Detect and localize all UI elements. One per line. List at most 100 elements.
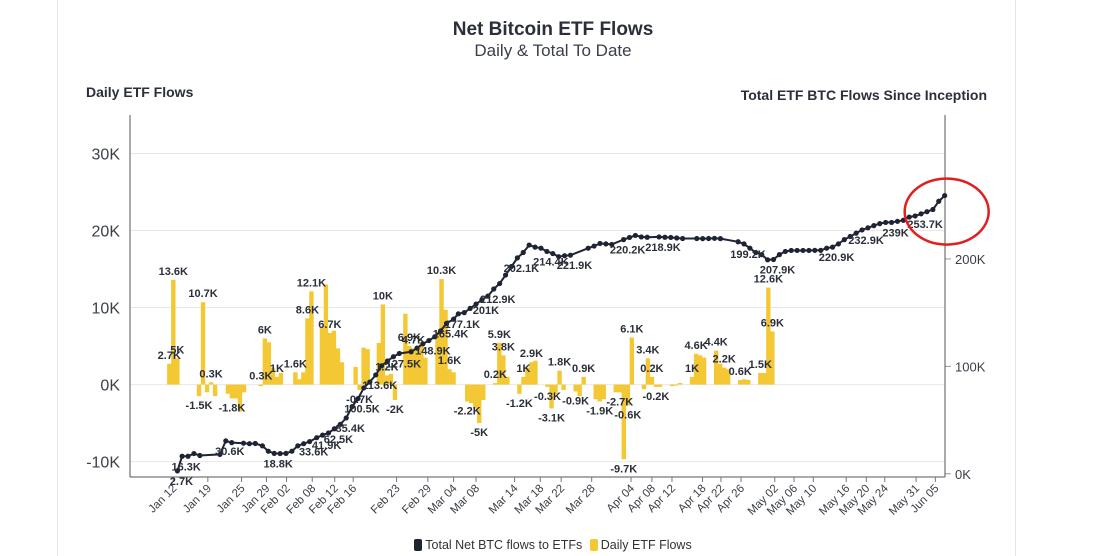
bar-data-label: 6K: [258, 324, 272, 336]
daily-flow-bar: [353, 366, 358, 385]
total-flow-point: [314, 435, 320, 441]
daily-flow-bar: [447, 369, 452, 385]
total-flow-point: [265, 448, 271, 454]
line-data-label: 214.4K: [533, 256, 569, 268]
daily-flow-bar: [613, 384, 618, 393]
total-flow-point: [301, 441, 307, 447]
total-flow-point: [467, 305, 473, 311]
total-flow-point: [497, 280, 503, 287]
total-flow-point: [942, 192, 948, 199]
line-data-label: 148.9K: [415, 346, 451, 358]
daily-flow-bar: [573, 384, 578, 392]
bar-data-label: 8.6K: [296, 304, 319, 316]
total-flow-point: [349, 404, 355, 410]
bar-data-label: 2.9K: [520, 348, 543, 360]
daily-flow-bar: [465, 384, 470, 402]
total-flow-point: [638, 234, 644, 240]
total-flow-point: [438, 328, 444, 334]
daily-flow-bar: [403, 313, 408, 385]
legend-swatch-daily: [589, 539, 598, 551]
total-flow-point: [626, 234, 633, 241]
daily-flow-bar: [758, 373, 763, 385]
daily-flow-bar: [233, 384, 239, 399]
daily-flow-bar: [237, 384, 243, 412]
bar-data-label: -5K: [470, 427, 488, 439]
total-flow-point: [217, 451, 223, 458]
total-flow-point: [179, 453, 185, 459]
legend: Total Net BTC flows to ETFs Daily ETF Fl…: [0, 538, 1106, 554]
daily-flow-bar: [477, 384, 482, 424]
daily-flow-bar: [577, 384, 582, 397]
daily-flow-bar: [384, 375, 390, 385]
right-tick-label: 100K: [955, 359, 986, 374]
left-tick-label: 20K: [92, 224, 121, 241]
daily-flow-bar: [762, 373, 767, 385]
bar-data-label: 6.1K: [620, 324, 643, 336]
daily-flow-bar: [204, 384, 210, 393]
daily-flow-bar: [617, 384, 622, 393]
total-flow-point: [246, 441, 253, 447]
total-flow-point: [396, 350, 402, 357]
total-flow-point: [782, 248, 788, 255]
daily-flow-bar: [380, 304, 386, 385]
total-flow-point: [936, 198, 942, 204]
daily-flow-bar: [171, 279, 176, 385]
frame-left-line: [57, 0, 58, 556]
total-flow-point: [700, 236, 706, 242]
total-flow-point: [806, 247, 812, 254]
daily-flow-bar: [493, 383, 498, 385]
total-flow-point: [174, 468, 181, 474]
left-tick-label: 0K: [100, 378, 120, 395]
bar-data-label: 1.5K: [749, 359, 772, 371]
total-flow-point: [223, 438, 229, 444]
bar-data-label: -1.8K: [218, 402, 245, 414]
daily-flow-bar: [641, 384, 647, 390]
daily-flow-bar: [451, 372, 456, 385]
total-flow-point: [753, 249, 759, 256]
line-data-label: 232.9K: [848, 235, 884, 247]
daily-flow-bar: [200, 302, 206, 385]
daily-flow-bar: [725, 369, 731, 385]
bar-data-label: 0.2K: [484, 369, 507, 381]
total-flow-point: [526, 242, 532, 248]
bar-data-label: 1.6K: [284, 358, 307, 370]
bar-data-label: -0.9K: [562, 396, 589, 408]
total-flow-point: [853, 230, 859, 236]
total-flow-point: [491, 286, 497, 292]
daily-flow-bar: [229, 384, 235, 399]
daily-flow-bar: [335, 348, 341, 385]
line-data-label: 202.1K: [504, 263, 540, 275]
bar-data-label: 2.7K: [158, 350, 181, 362]
daily-flow-bar: [497, 342, 502, 385]
daily-flow-bar: [301, 372, 306, 385]
daily-flow-bar: [469, 384, 474, 404]
bar-data-label: 0.9K: [572, 363, 595, 375]
bar-data-label: 5K: [170, 344, 184, 356]
total-flow-point: [735, 239, 741, 245]
total-flow-line: [176, 194, 946, 472]
total-flow-point: [759, 252, 765, 258]
total-flow-point: [747, 245, 753, 251]
bar-data-label: -1.5K: [186, 400, 213, 412]
total-flow-point: [390, 354, 397, 360]
legend-item-daily[interactable]: Daily ETF Flows: [589, 538, 692, 552]
bar-data-label: 6.9K: [761, 317, 784, 329]
total-flow-point: [320, 432, 326, 438]
daily-flow-bar: [481, 384, 486, 400]
total-flow-point: [443, 320, 450, 326]
daily-flow-bar: [262, 338, 268, 385]
daily-flow-bar: [697, 355, 703, 385]
legend-item-total[interactable]: Total Net BTC flows to ETFs: [414, 538, 582, 552]
daily-flow-bar: [517, 384, 522, 394]
legend-swatch-total: [414, 539, 423, 551]
total-flow-point: [918, 211, 924, 217]
bar-data-label: 10.3K: [427, 265, 456, 277]
total-flow-point: [835, 241, 842, 247]
total-flow-point: [191, 450, 197, 457]
total-flow-point: [361, 385, 367, 391]
line-data-label: 207.9K: [760, 264, 796, 276]
total-flow-point: [567, 252, 574, 258]
legend-label-daily: Daily ETF Flows: [600, 538, 692, 552]
daily-flow-bar: [625, 384, 631, 406]
total-flow-point: [765, 257, 771, 263]
